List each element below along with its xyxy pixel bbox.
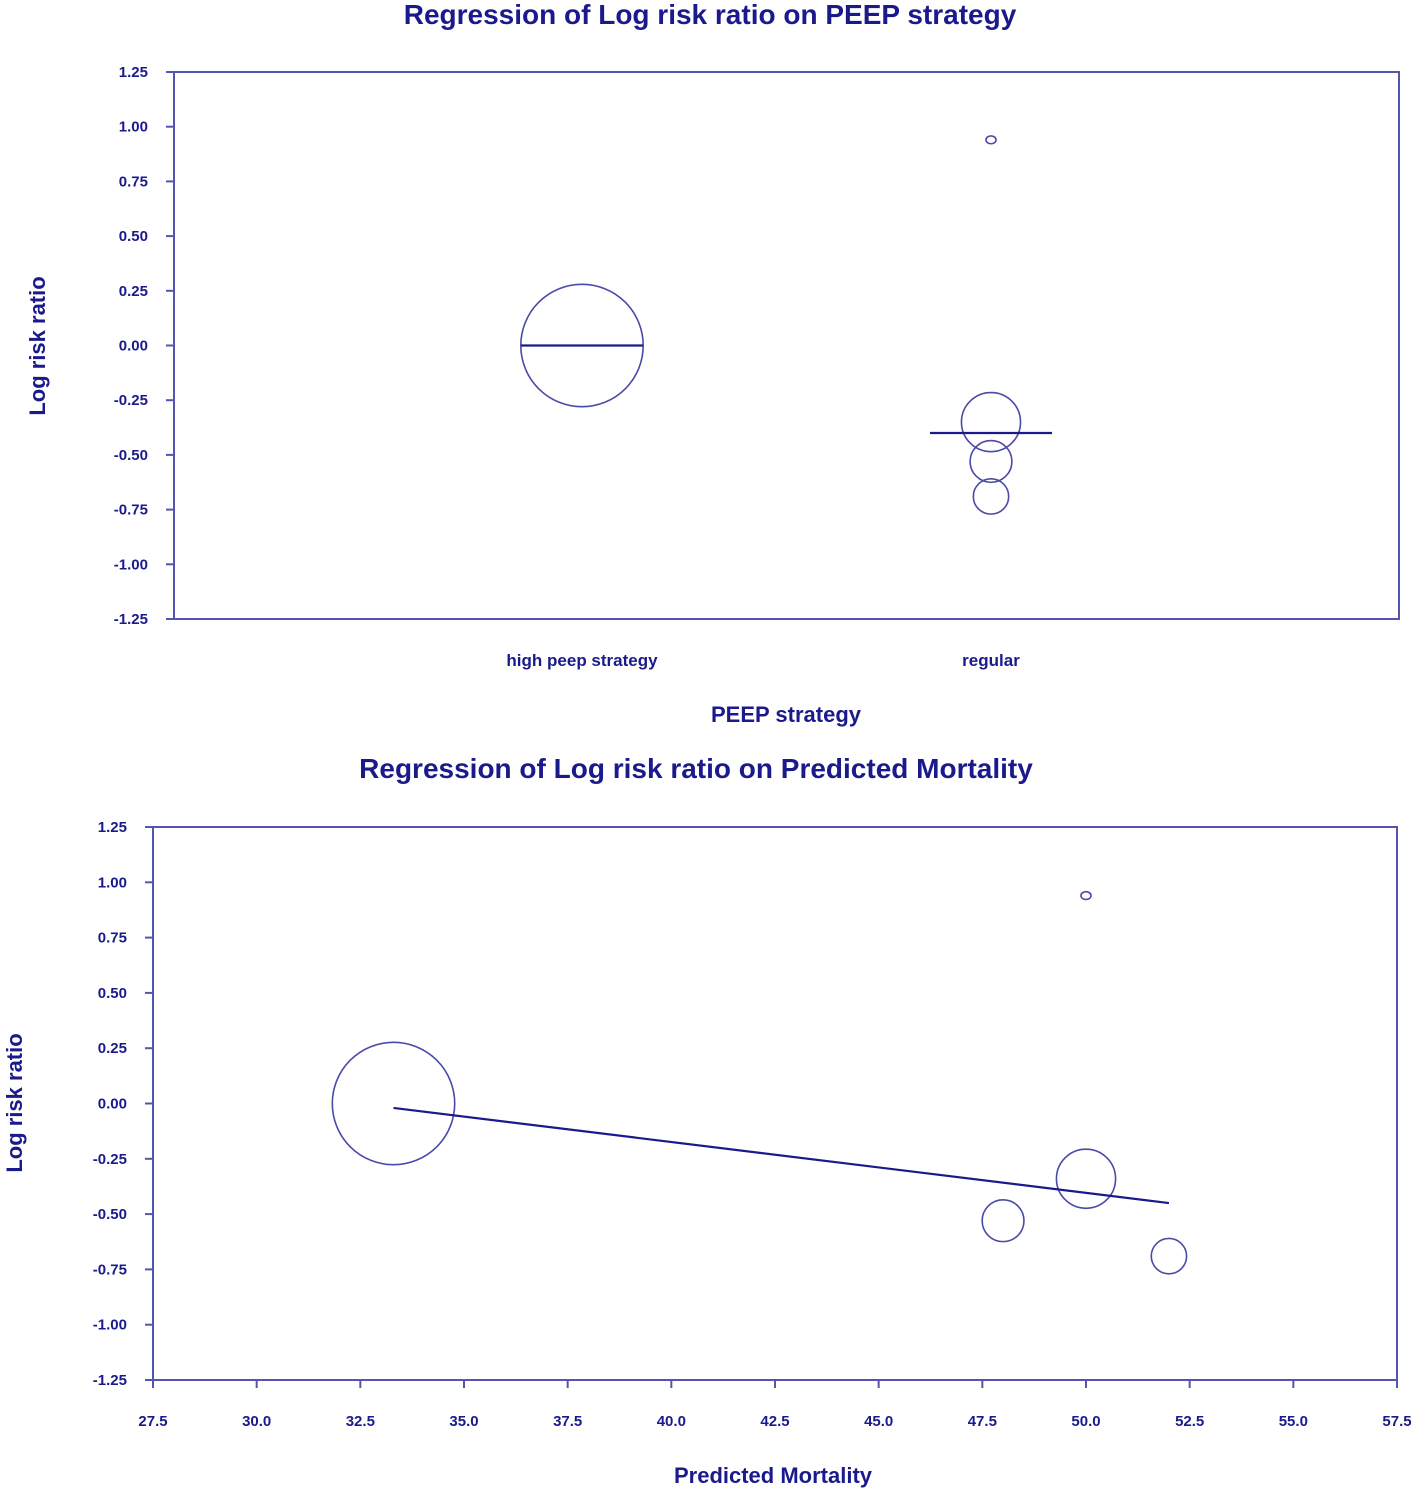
y-tick-label: -1.00 <box>93 1317 127 1334</box>
x-tick-label: 50.0 <box>1071 1413 1100 1430</box>
y-tick-label: 0.00 <box>119 338 148 355</box>
y-tick-label: 0.75 <box>98 930 127 947</box>
data-bubble <box>1055 1148 1117 1210</box>
y-axis-label: Log risk ratio <box>2 1033 27 1172</box>
y-tick-label: 1.25 <box>98 819 127 836</box>
y-tick-label: 0.25 <box>119 283 148 300</box>
y-tick-label: 1.00 <box>119 119 148 136</box>
x-tick-label: 52.5 <box>1175 1413 1204 1430</box>
data-bubble <box>981 1199 1025 1243</box>
data-bubble <box>985 135 997 145</box>
y-tick-label: -0.50 <box>93 1206 127 1223</box>
data-bubble <box>969 439 1013 484</box>
x-tick-label: 32.5 <box>346 1413 375 1430</box>
chart-title: Regression of Log risk ratio on PEEP str… <box>404 0 1017 30</box>
data-bubble <box>960 391 1022 453</box>
x-tick-label: 35.0 <box>449 1413 478 1430</box>
x-category-label: high peep strategy <box>506 651 658 670</box>
data-bubble <box>1080 890 1092 901</box>
x-tick-label: 37.5 <box>553 1413 582 1430</box>
chart-predicted-mortality: Regression of Log risk ratio on Predicte… <box>2 753 1412 1488</box>
plot-frame <box>173 71 1400 620</box>
chart-marks: 1.25 1.00 0.75 0.50 0.25 0.00 -0.25 -0.50 -0.75 -… <box>114 64 1052 670</box>
data-bubble <box>520 283 644 408</box>
y-tick-label: 1.00 <box>98 874 127 891</box>
y-tick-label: 1.25 <box>119 64 148 81</box>
chart-marks: 1.25 1.00 0.75 0.50 0.25 0.00 -0.25 -0.50 -0.75 -… <box>93 819 1412 1430</box>
y-tick-label: -0.50 <box>114 447 148 464</box>
y-tick-label: -1.25 <box>93 1372 127 1389</box>
x-tick-label: 55.0 <box>1279 1413 1308 1430</box>
y-tick-label: -1.00 <box>114 556 148 573</box>
y-tick-label: -1.25 <box>114 611 148 628</box>
x-tick-label: 47.5 <box>968 1413 997 1430</box>
y-tick-label: 0.50 <box>119 228 148 245</box>
x-tick-label: 45.0 <box>864 1413 893 1430</box>
x-tick-label: 40.0 <box>657 1413 686 1430</box>
regression-fit-line <box>393 1106 1170 1205</box>
y-tick-label: 0.00 <box>98 1096 127 1113</box>
x-tick-label: 27.5 <box>138 1413 167 1430</box>
y-tick-label: -0.25 <box>93 1151 127 1168</box>
data-bubble <box>972 478 1010 515</box>
data-bubble <box>331 1041 456 1166</box>
chart-peep-strategy: Regression of Log risk ratio on PEEP str… <box>25 0 1400 727</box>
y-tick-label: -0.75 <box>114 502 148 519</box>
x-tick-label: 30.0 <box>242 1413 271 1430</box>
x-axis-label: Predicted Mortality <box>674 1463 873 1488</box>
y-tick-label: 0.75 <box>119 173 148 190</box>
y-tick-label: 0.25 <box>98 1040 127 1057</box>
plot-frame <box>152 826 1398 1381</box>
y-tick-label: 0.50 <box>98 985 127 1002</box>
y-tick-label: -0.25 <box>114 392 148 409</box>
y-tick-label: -0.75 <box>93 1261 127 1278</box>
chart-title: Regression of Log risk ratio on Predicte… <box>359 753 1033 784</box>
x-axis-label: PEEP strategy <box>711 702 862 727</box>
x-category-label: regular <box>962 651 1020 670</box>
x-tick-label: 42.5 <box>760 1413 789 1430</box>
y-axis-label: Log risk ratio <box>25 276 50 415</box>
data-bubble <box>1150 1237 1188 1275</box>
x-tick-label: 57.5 <box>1382 1413 1411 1430</box>
